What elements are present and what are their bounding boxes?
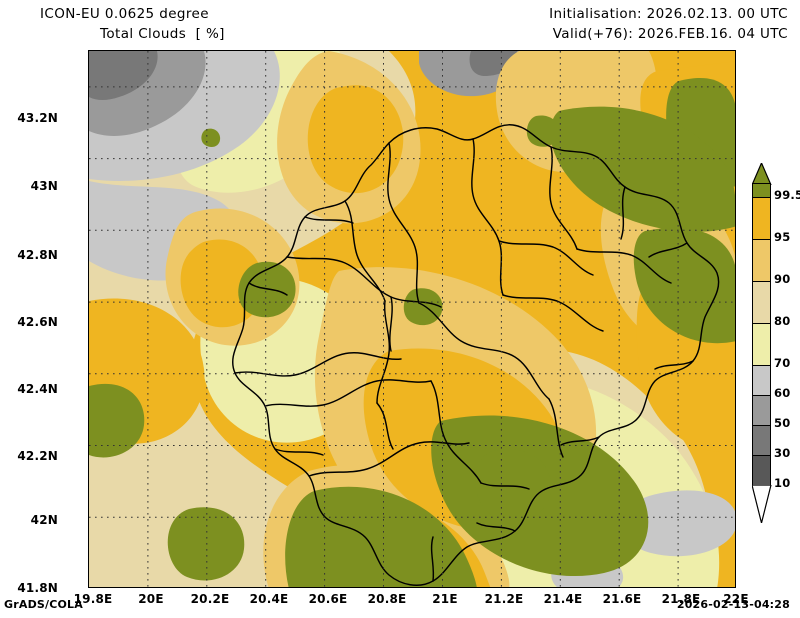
colorbar-seg-30-50 [752, 425, 771, 455]
ytick-42.4N: 42.4N [17, 382, 58, 396]
model-title: ICON-EU 0.0625 degree [40, 6, 209, 22]
colorbar-cap-top-outline [752, 163, 772, 185]
colorbar-label-99.5: 99.5 [774, 188, 800, 202]
colorbar-seg-70-80 [752, 323, 771, 365]
xtick-20E: 20E [138, 592, 164, 606]
colorbar-label-80: 80 [774, 314, 791, 328]
colorbar-label-50: 50 [774, 416, 791, 430]
xtick-21.4E: 21.4E [543, 592, 583, 606]
generated-label: 2026-02-13-04:28 [676, 598, 790, 611]
xtick-21.8E: 21.8E [661, 592, 701, 606]
xtick-20.4E: 20.4E [249, 592, 289, 606]
xtick-20.8E: 20.8E [367, 592, 407, 606]
colorbar-label-10: 10 [774, 476, 791, 490]
xtick-20.6E: 20.6E [308, 592, 348, 606]
colorbar-label-95: 95 [774, 230, 791, 244]
colorbar-seg-95-99 [752, 197, 771, 239]
ytick-42.6N: 42.6N [17, 315, 58, 329]
colorbar-seg-90-95 [752, 239, 771, 281]
colorbar: 99.5 95 90 80 70 60 50 30 10 [747, 163, 800, 523]
ytick-42.2N: 42.2N [17, 449, 58, 463]
ytick-43.2N: 43.2N [17, 111, 58, 125]
ytick-42N: 42N [30, 513, 58, 527]
colorbar-label-70: 70 [774, 356, 791, 370]
ytick-43N: 43N [30, 179, 58, 193]
initialisation-label: Initialisation: 2026.02.13. 00 UTC [549, 6, 788, 22]
colorbar-seg-99.5 [752, 183, 771, 197]
xtick-21.2E: 21.2E [484, 592, 524, 606]
xtick-21.6E: 21.6E [602, 592, 642, 606]
colorbar-label-60: 60 [774, 386, 791, 400]
ytick-42.8N: 42.8N [17, 248, 58, 262]
xtick-21E: 21E [432, 592, 458, 606]
xtick-20.2E: 20.2E [190, 592, 230, 606]
colorbar-seg-60-70 [752, 365, 771, 395]
colorbar-cap-bottom [752, 485, 772, 523]
xtick-22E: 22E [723, 592, 749, 606]
credit-label: GrADS/COLA [4, 598, 83, 611]
ytick-41.8N: 41.8N [17, 581, 58, 595]
valid-time-label: Valid(+76): 2026.FEB.16. 04 UTC [552, 26, 788, 42]
colorbar-label-30: 30 [774, 446, 791, 460]
field-title: Total Clouds [ %] [100, 26, 225, 42]
xtick-19.8E: 19.8E [73, 592, 113, 606]
map-plot-area [88, 50, 736, 588]
colorbar-seg-80-90 [752, 281, 771, 323]
colorbar-label-90: 90 [774, 272, 791, 286]
colorbar-seg-10-30 [752, 455, 771, 485]
colorbar-seg-50-60 [752, 395, 771, 425]
